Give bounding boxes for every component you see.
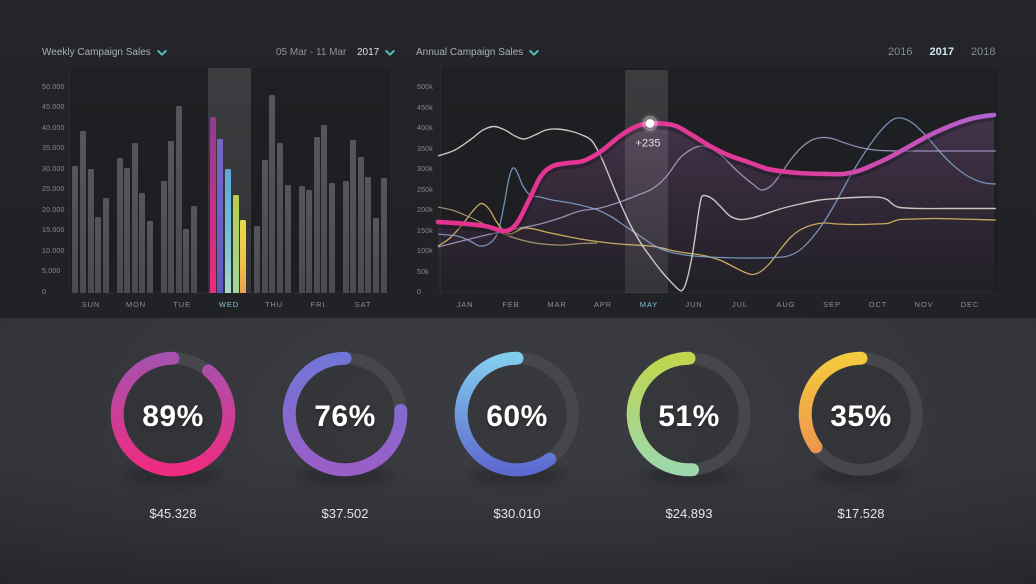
svg-text:+235: +235 [635, 138, 660, 150]
